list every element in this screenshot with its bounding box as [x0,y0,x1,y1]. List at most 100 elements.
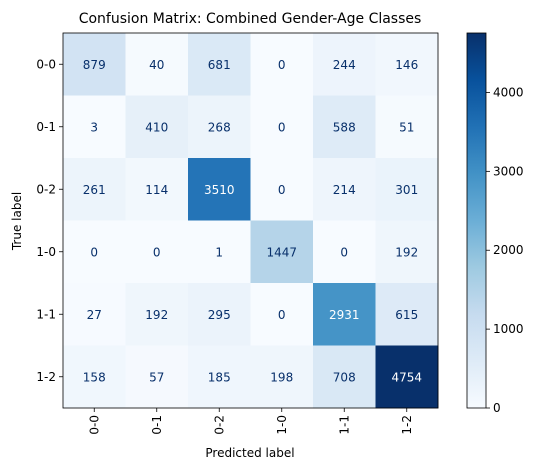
cell-1-2 [188,95,251,159]
x-tick-label-0: 0-0 [87,415,101,435]
cell-3-4 [313,220,376,284]
cell-1-0 [63,95,126,159]
cell-label-5-5: 4754 [391,370,422,384]
cell-label-1-3: 0 [278,120,286,134]
x-tick-label-4: 1-1 [337,415,351,435]
cell-label-2-5: 301 [395,183,418,197]
cell-5-4 [313,345,376,409]
cell-label-2-4: 214 [333,183,356,197]
y-tick-label-3: 1-0 [36,245,56,259]
cell-1-3 [250,95,314,159]
cell-4-1 [125,283,189,346]
y-axis-ticks: 0-0 0-1 0-2 1-0 1-1 1-2 [36,57,63,384]
cell-label-4-5: 615 [395,308,418,322]
cell-label-4-3: 0 [278,308,286,322]
cell-label-1-1: 410 [145,120,168,134]
cell-2-4 [313,158,376,221]
cell-label-2-2: 3510 [204,183,235,197]
cell-3-3 [250,220,314,284]
x-tick-label-5: 1-2 [400,415,414,435]
cell-label-0-3: 0 [278,58,286,72]
y-tick-label-5: 1-2 [36,370,56,384]
cell-label-4-4: 2931 [329,308,360,322]
cell-1-4 [313,95,376,159]
plot-frame [62,32,439,409]
colorbar-tick-label-1: 1000 [493,322,524,336]
cell-1-5 [375,95,439,159]
cell-2-2 [188,158,251,221]
colorbar-tick-label-0: 0 [493,401,501,415]
cell-3-5 [375,220,439,284]
cell-2-0 [63,158,126,221]
cell-label-2-3: 0 [278,183,286,197]
cell-label-1-0: 3 [90,120,98,134]
y-tick-label-4: 1-1 [36,307,56,321]
cell-label-1-2: 268 [208,120,231,134]
cell-0-0 [63,33,126,96]
cell-0-5 [375,33,439,96]
cell-label-3-3: 1447 [266,245,297,259]
cell-label-5-2: 185 [208,370,231,384]
cell-4-4 [313,283,376,346]
y-axis-label: True label [10,192,24,251]
cell-0-4 [313,33,376,96]
colorbar [466,32,487,409]
cell-2-3 [250,158,314,221]
cell-label-3-0: 0 [90,245,98,259]
heatmap-cell-labels: 879 40 681 0 244 146 3 410 268 0 588 51 261 114 3510 0 2… [83,58,422,385]
cell-5-5 [375,345,439,409]
colorbar-tick-label-2: 2000 [493,243,524,257]
cell-5-1 [125,345,189,409]
cell-label-4-0: 27 [87,308,102,322]
cell-1-1 [125,95,189,159]
cell-0-2 [188,33,251,96]
cell-label-0-1: 40 [149,58,164,72]
cell-label-1-4: 588 [333,120,356,134]
cell-label-2-1: 114 [145,183,168,197]
cell-3-1 [125,220,189,284]
cell-4-3 [250,283,314,346]
cell-label-3-4: 0 [340,245,348,259]
cell-label-5-1: 57 [149,370,164,384]
cell-3-2 [188,220,251,284]
cell-2-1 [125,158,189,221]
cell-label-3-5: 192 [395,245,418,259]
cell-label-2-0: 261 [83,183,106,197]
y-tick-label-2: 0-2 [36,182,56,196]
cell-5-3 [250,345,314,409]
cell-3-0 [63,220,126,284]
x-tick-label-1: 0-1 [150,415,164,435]
cell-0-1 [125,33,189,96]
cell-label-5-0: 158 [83,370,106,384]
cell-2-5 [375,158,439,221]
cell-label-3-1: 0 [153,245,161,259]
cell-label-0-4: 244 [333,58,356,72]
cell-label-4-1: 192 [145,308,168,322]
chart-title: Confusion Matrix: Combined Gender-Age Cl… [79,11,422,27]
cell-4-5 [375,283,439,346]
y-tick-label-1: 0-1 [36,120,56,134]
cell-4-0 [63,283,126,346]
heatmap-cells [63,33,439,409]
cell-5-0 [63,345,126,409]
y-tick-label-0: 0-0 [36,57,56,71]
colorbar-tick-label-4: 4000 [493,85,524,99]
cell-label-4-2: 295 [208,308,231,322]
cell-label-5-3: 198 [270,370,293,384]
cell-0-3 [250,33,314,96]
x-axis-ticks: 0-0 0-1 0-2 1-0 1-1 1-2 [87,408,414,435]
x-axis-label: Predicted label [205,446,294,460]
cell-label-0-0: 879 [83,58,106,72]
x-tick-label-3: 1-0 [275,415,289,435]
colorbar-tick-label-3: 3000 [493,164,524,178]
cell-5-2 [188,345,251,409]
cell-label-5-4: 708 [333,370,356,384]
cell-label-3-2: 1 [215,245,223,259]
cell-4-2 [188,283,251,346]
colorbar-ticks: 0 1000 2000 3000 4000 [486,85,524,415]
cell-label-0-2: 681 [208,58,231,72]
cell-label-0-5: 146 [395,58,418,72]
cell-label-1-5: 51 [399,120,414,134]
x-tick-label-2: 0-2 [212,415,226,435]
